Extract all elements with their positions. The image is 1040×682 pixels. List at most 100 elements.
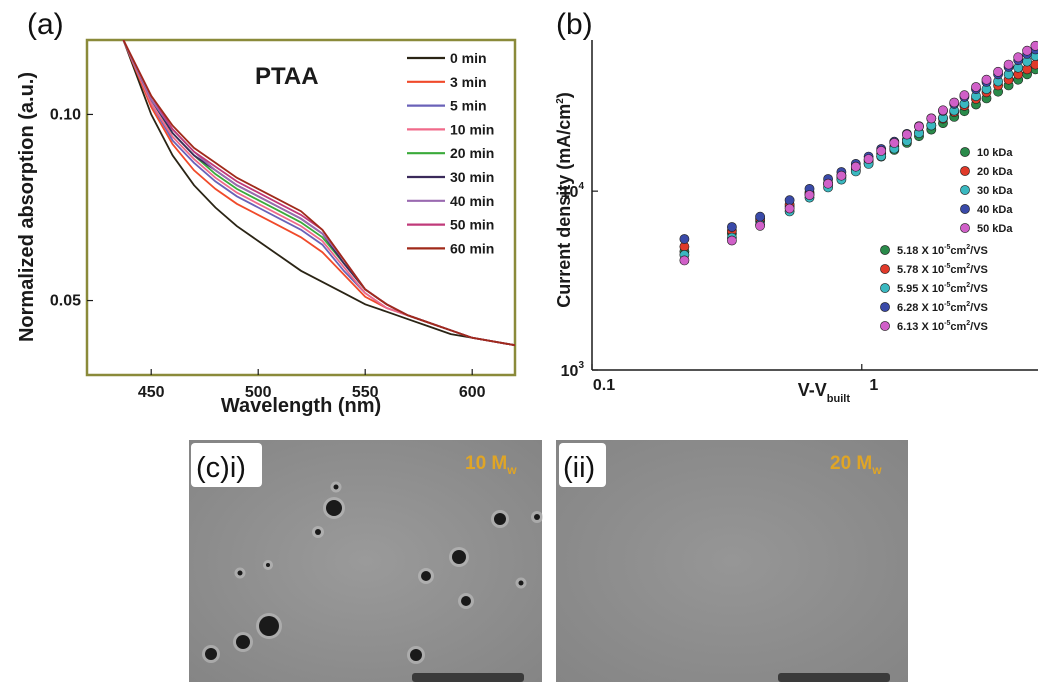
legend-label-a-6: 40 min: [450, 193, 494, 209]
y-axis-title-b: Current density (mA/cm2): [554, 92, 574, 308]
pore-11: [410, 649, 422, 661]
series-line-0: [122, 40, 515, 347]
y-axis-title-b-sup: 2: [555, 98, 566, 104]
mobility-unit-prefix-4: X 10: [921, 321, 944, 333]
data-point-s3-3: [784, 195, 795, 206]
data-point-s4-23: [1030, 40, 1038, 51]
mobility-value-1: 5.78: [897, 264, 921, 276]
legend-mobility-marker-4: [880, 321, 890, 331]
mobility-unit-mid-0: cm: [950, 245, 966, 257]
legend-label-a-5: 30 min: [450, 169, 494, 185]
panel-b-label: (b): [556, 8, 593, 41]
scale-bar-right: [778, 673, 890, 682]
legend-label-a-2: 5 min: [450, 98, 487, 114]
data-point-s4-20: [1003, 59, 1014, 70]
sem-image-left: (c)i) 10 Mw: [189, 440, 543, 682]
legend-label-a-1: 3 min: [450, 74, 487, 90]
mobility-unit-end-4: /VS: [970, 321, 988, 333]
legend-mobility-label-2: 5.95 X 10-5cm2/VS: [897, 282, 988, 295]
legend-label-a-8: 60 min: [450, 240, 494, 256]
y-tick-exp-b-1: 4: [578, 181, 584, 192]
y-axis-title-b-end: ): [554, 92, 574, 98]
mobility-value-2: 5.95: [897, 283, 921, 295]
pore-12: [534, 514, 540, 520]
y-tick-label-a-0: 0.05: [50, 293, 81, 310]
mobility-unit-end-2: /VS: [970, 283, 988, 295]
y-tick-base-b-0: 10: [561, 363, 579, 380]
pore-10: [266, 563, 270, 567]
x-axis-title-b-sub: built: [827, 393, 851, 405]
pore-7: [333, 484, 339, 490]
mobility-unit-prefix-2: X 10: [921, 283, 944, 295]
mobility-unit-exp2-0: 2: [966, 244, 970, 251]
series-line-8: [122, 40, 515, 347]
sem-right-tag: (ii): [563, 452, 595, 484]
data-point-s1-23: [1030, 59, 1038, 70]
mobility-unit-end-3: /VS: [970, 302, 988, 314]
legend-label-a-3: 10 min: [450, 121, 494, 137]
mobility-unit-mid-3: cm: [950, 302, 966, 314]
data-point-s4-11: [902, 129, 912, 140]
sem-left-label-sub: w: [506, 463, 517, 477]
data-point-s4-5: [823, 178, 833, 189]
mobility-unit-exp-1: -5: [944, 263, 950, 270]
data-point-s4-19: [993, 66, 1003, 77]
legend-mobility-marker-3: [880, 302, 890, 312]
data-point-s4-12: [914, 121, 924, 132]
y-tick-label-b-0: 103: [561, 360, 585, 380]
sem-image-right: (ii) 20 Mw: [556, 440, 908, 682]
legend-mobility-label-1: 5.78 X 10-5cm2/VS: [897, 263, 988, 276]
x-tick-label-b-0: 0.1: [593, 377, 615, 394]
legend-mobility-marker-1: [880, 264, 890, 274]
mobility-unit-mid-4: cm: [950, 321, 966, 333]
legend-mobility-label-0: 5.18 X 10-5cm2/VS: [897, 244, 988, 257]
panel-a: (a) 450 500 550 600 0.05 0.10 PTAA Wavelength…: [16, 8, 517, 417]
data-point-s4-21: [1013, 52, 1024, 63]
data-point-s4-4: [804, 190, 815, 200]
mobility-unit-exp-0: -5: [944, 244, 950, 251]
legend-label-b-4: 50 kDa: [977, 223, 1013, 235]
chart-annotation-ptaa: PTAA: [255, 63, 319, 90]
axes-a: 450 500 550 600 0.05 0.10: [50, 106, 486, 401]
legend-mobility-marker-0: [880, 245, 890, 255]
pore-0: [326, 500, 342, 516]
y-tick-label-b-1: 104: [561, 181, 585, 201]
x-axis-title-b: V-Vbuilt: [798, 380, 851, 405]
x-tick-label-a-0: 450: [138, 384, 165, 401]
data-point-s4-13: [926, 113, 937, 124]
x-axis-title-a: Wavelength (nm): [221, 395, 381, 417]
data-point-s4-15: [949, 97, 960, 108]
scale-bar-left: [412, 673, 524, 682]
pore-1: [494, 513, 506, 525]
mobility-unit-exp-4: -5: [944, 320, 950, 327]
data-point-s4-17: [971, 82, 981, 92]
sem-left-label: 10 Mw: [465, 453, 517, 477]
data-point-s3-1: [727, 222, 737, 232]
x-tick-label-a-1: 500: [245, 384, 272, 401]
data-point-s4-10: [889, 137, 900, 148]
sem-right-label: 20 Mw: [830, 453, 882, 477]
pore-2: [452, 550, 466, 564]
data-point-s4-3: [784, 203, 795, 214]
data-point-s4-8: [863, 154, 874, 164]
legend-marker-b-2: [960, 185, 970, 195]
data-point-s4-6: [836, 170, 847, 181]
plot-frame-a: [85, 38, 517, 377]
sem-right-tag-box: [559, 443, 606, 487]
sem-left-pores: [202, 481, 543, 664]
sem-left-tag-box: [191, 443, 262, 487]
data-point-s3-0: [679, 234, 690, 244]
legend-label-b-2: 30 kDa: [977, 185, 1013, 197]
mobility-unit-exp2-4: 2: [966, 320, 970, 327]
sem-right-label-sub: w: [871, 463, 882, 477]
data-point-s4-14: [938, 105, 948, 116]
y-tick-exp-b-0: 3: [578, 360, 584, 371]
data-point-s4-2: [755, 220, 765, 231]
series-points-b: [679, 40, 1038, 266]
mobility-unit-mid-1: cm: [950, 264, 966, 276]
mobility-unit-prefix-0: X 10: [921, 245, 944, 257]
